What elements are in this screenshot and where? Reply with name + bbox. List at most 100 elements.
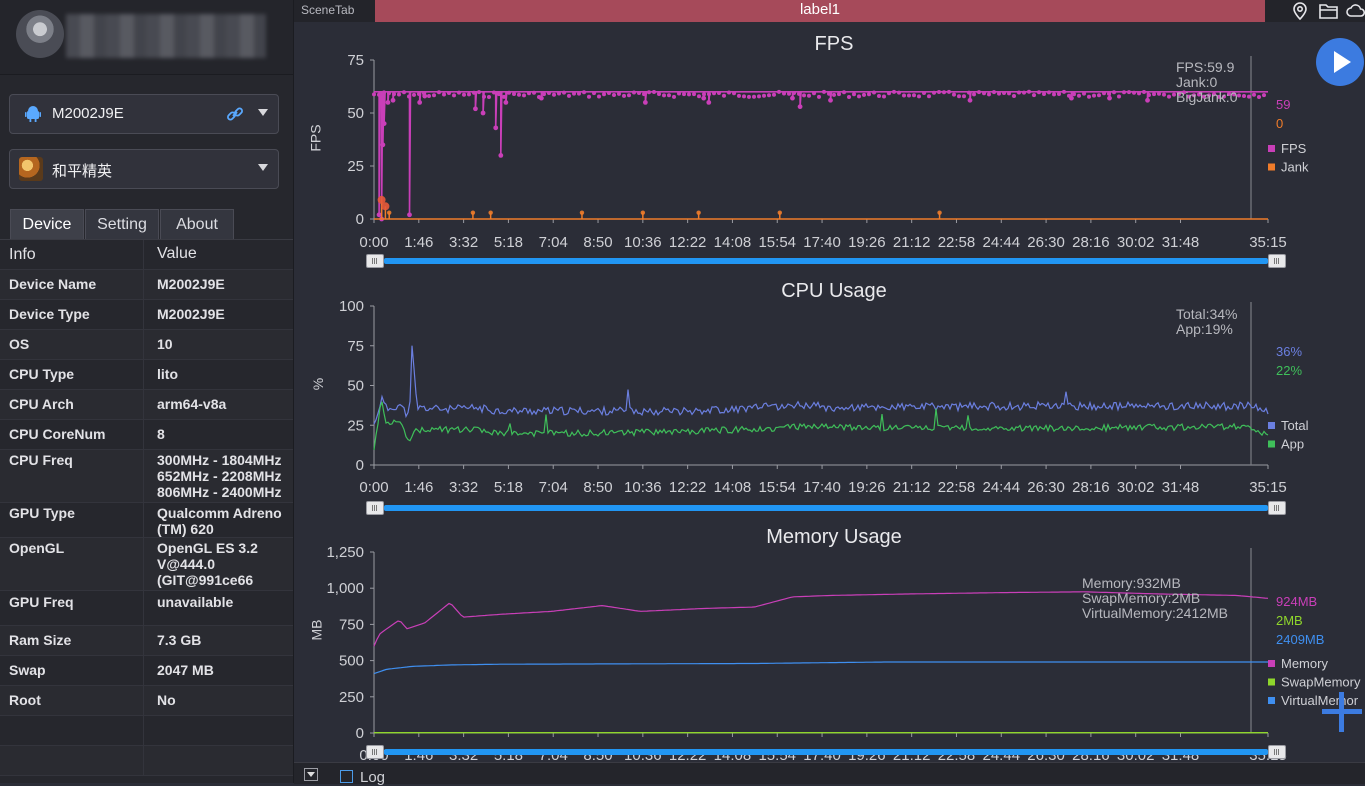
fps-point bbox=[467, 92, 471, 97]
fps-point bbox=[457, 90, 461, 95]
fps-point bbox=[1102, 91, 1106, 96]
fps-point bbox=[867, 92, 871, 97]
tooltip-text: App:19% bbox=[1176, 321, 1233, 337]
fps-point bbox=[977, 90, 981, 95]
legend-label: FPS bbox=[1281, 141, 1307, 156]
tab-device[interactable]: Device bbox=[10, 209, 84, 240]
row-value: M2002J9E bbox=[157, 276, 225, 292]
chart-title: CPU Usage bbox=[781, 280, 887, 302]
folder-icon[interactable] bbox=[1318, 1, 1340, 21]
x-tick-label: 1:46 bbox=[404, 234, 433, 251]
fps-point bbox=[1247, 94, 1251, 99]
fps-point bbox=[727, 90, 731, 95]
row-value: 10 bbox=[157, 336, 173, 352]
location-pin-icon[interactable] bbox=[1290, 1, 1310, 21]
range-slider-end-handle[interactable] bbox=[1268, 254, 1286, 268]
fps-point bbox=[407, 212, 412, 218]
x-tick-label: 3:32 bbox=[449, 234, 478, 251]
fps-point bbox=[887, 91, 891, 96]
fps-point bbox=[922, 91, 926, 96]
x-tick-label: 12:22 bbox=[669, 234, 707, 251]
avatar[interactable] bbox=[16, 10, 64, 58]
top-bar: SceneTab label1 bbox=[294, 0, 1365, 22]
x-tick-label: 26:30 bbox=[1027, 479, 1065, 496]
chevron-down-icon bbox=[258, 164, 268, 171]
row-key: CPU Freq bbox=[9, 452, 73, 468]
fps-point bbox=[477, 90, 481, 95]
scene-tab[interactable]: SceneTab bbox=[301, 3, 355, 17]
y-tick-label: 1,000 bbox=[326, 580, 364, 597]
row-key: CPU Arch bbox=[9, 396, 74, 412]
fps-point bbox=[507, 90, 511, 95]
fps-point bbox=[542, 92, 546, 97]
jank-point bbox=[579, 210, 585, 215]
x-tick-label: 31:48 bbox=[1162, 234, 1200, 251]
range-slider-start-handle[interactable] bbox=[366, 254, 384, 268]
fps-point bbox=[487, 94, 491, 99]
range-slider-end-handle[interactable] bbox=[1268, 501, 1286, 515]
tab-setting[interactable]: Setting bbox=[85, 209, 159, 240]
add-icon[interactable] bbox=[1320, 690, 1364, 734]
fps-point bbox=[1252, 92, 1256, 97]
app-dropdown[interactable]: 和平精英 bbox=[9, 149, 279, 189]
fps-point bbox=[512, 92, 516, 97]
fps-point bbox=[697, 94, 701, 99]
fps-point bbox=[1217, 94, 1221, 99]
fps-point bbox=[790, 95, 795, 101]
tab-about[interactable]: About bbox=[160, 209, 234, 240]
fps-point bbox=[627, 93, 631, 98]
cloud-icon[interactable] bbox=[1346, 1, 1365, 21]
device-dropdown[interactable]: M2002J9E bbox=[9, 94, 279, 134]
fps-point bbox=[557, 91, 561, 96]
fps-point bbox=[622, 93, 626, 98]
row-key: CPU Type bbox=[9, 366, 75, 382]
y-tick-label: 50 bbox=[347, 378, 364, 395]
log-checkbox[interactable] bbox=[340, 770, 353, 783]
series-current-value: 2409MB bbox=[1276, 632, 1324, 647]
series-current-value: 0 bbox=[1276, 116, 1283, 131]
tooltip-text: VirtualMemory:2412MB bbox=[1082, 605, 1228, 621]
fps-point bbox=[390, 97, 396, 103]
range-slider-start-handle[interactable] bbox=[366, 745, 384, 759]
collapse-toggle-button[interactable] bbox=[304, 768, 318, 781]
x-tick-label: 7:04 bbox=[539, 479, 568, 496]
play-button[interactable] bbox=[1316, 38, 1364, 86]
range-slider-track[interactable] bbox=[384, 258, 1268, 264]
range-slider-track[interactable] bbox=[384, 749, 1268, 755]
series-current-value: 36% bbox=[1276, 344, 1302, 359]
link-icon[interactable] bbox=[226, 105, 244, 123]
fps-point bbox=[701, 95, 707, 101]
range-slider-start-handle[interactable] bbox=[366, 501, 384, 515]
fps-point bbox=[498, 153, 504, 158]
x-tick-label: 28:16 bbox=[1072, 479, 1110, 496]
fps-point bbox=[427, 93, 431, 98]
x-tick-label: 28:16 bbox=[1072, 234, 1110, 251]
fps-point bbox=[857, 94, 861, 99]
range-slider-end-handle[interactable] bbox=[1268, 745, 1286, 759]
cpu-plot[interactable]: 0 25 50 75 100 0:00 1:46 3:32 5:18 7:04 8:50 10:36 1… bbox=[294, 270, 1365, 516]
memory-plot[interactable]: 02505007501,0001,2500:001:463:325:187:04… bbox=[294, 516, 1365, 762]
fps-point bbox=[482, 94, 486, 99]
fps-point bbox=[1182, 90, 1186, 95]
range-slider-track[interactable] bbox=[384, 505, 1268, 511]
series-total-line bbox=[373, 345, 1269, 425]
y-tick-label: 750 bbox=[339, 616, 364, 633]
fps-point bbox=[827, 91, 831, 96]
fps-plot[interactable]: 0 25 50 75 0:00 1:46 3:32 5:18 7:04 8:50 10:36 12:2… bbox=[294, 22, 1365, 270]
fps-point bbox=[502, 94, 506, 99]
fps-point bbox=[1127, 90, 1131, 95]
series-current-value: 924MB bbox=[1276, 594, 1317, 609]
row-key: Root bbox=[9, 692, 41, 708]
fps-point bbox=[1202, 94, 1206, 99]
fps-point bbox=[517, 92, 521, 97]
fps-point bbox=[387, 91, 391, 96]
fps-point bbox=[1117, 94, 1121, 99]
row-value: 300MHz - 1804MHz 652MHz - 2208MHz 806MHz… bbox=[157, 452, 282, 500]
fps-point bbox=[1192, 93, 1196, 98]
x-tick-label: 5:18 bbox=[494, 479, 523, 496]
device-panel: M2002J9E 和平精英 Device Setting About Info … bbox=[0, 0, 294, 783]
fps-point bbox=[1097, 93, 1101, 98]
y-tick-label: 25 bbox=[347, 417, 364, 434]
chart-title: FPS bbox=[814, 33, 854, 55]
fps-point bbox=[1262, 93, 1266, 98]
